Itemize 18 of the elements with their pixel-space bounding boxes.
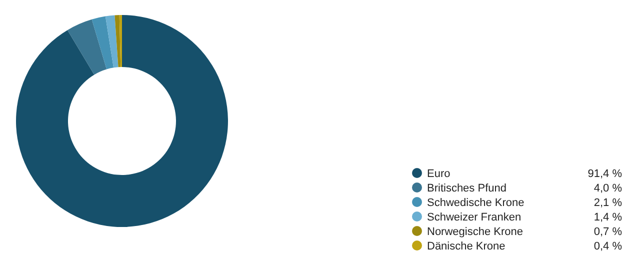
data-label: 4,0 % [594, 182, 622, 194]
donut-slice [67, 19, 107, 75]
donut-slice [105, 15, 118, 68]
legend-label: Schweizer Franken [427, 212, 522, 224]
donut-slice [114, 15, 121, 68]
donut-slice [119, 15, 122, 68]
legend-label: Norwegische Krone [427, 226, 523, 238]
legend-label: Britisches Pfund [427, 182, 506, 194]
donut-slice [92, 16, 114, 70]
legend-label: Schwedische Krone [427, 197, 524, 209]
data-label: 2,1 % [594, 197, 622, 209]
donut-slice [16, 15, 228, 227]
data-label: 91,4 % [588, 168, 622, 180]
data-label: 0,7 % [594, 226, 622, 238]
data-label: 0,4 % [594, 240, 622, 252]
data-label: 1,4 % [594, 212, 622, 224]
legend-label: Dänische Krone [427, 240, 506, 252]
legend-label: Euro [427, 168, 450, 180]
